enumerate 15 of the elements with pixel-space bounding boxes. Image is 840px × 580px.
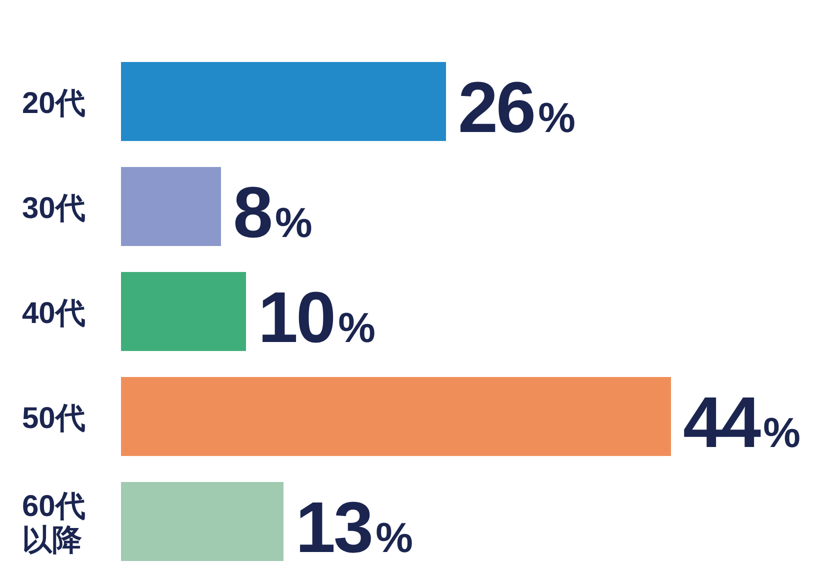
y-tick-label: 20代 (22, 86, 86, 120)
data-label: 44% (683, 382, 800, 462)
data-label: 8% (233, 172, 312, 252)
y-tick-label: 40代 (22, 296, 86, 330)
y-tick-label: 60代以降 (22, 490, 86, 558)
y-tick-label: 50代 (22, 402, 86, 436)
data-label: 26% (458, 68, 576, 148)
bar (121, 167, 221, 246)
bar (121, 62, 446, 141)
bar (121, 482, 284, 561)
y-tick-label: 30代 (22, 192, 86, 226)
data-label: 10% (258, 278, 376, 358)
data-label: 13% (296, 488, 413, 568)
bar (121, 272, 246, 351)
bar (121, 377, 671, 456)
